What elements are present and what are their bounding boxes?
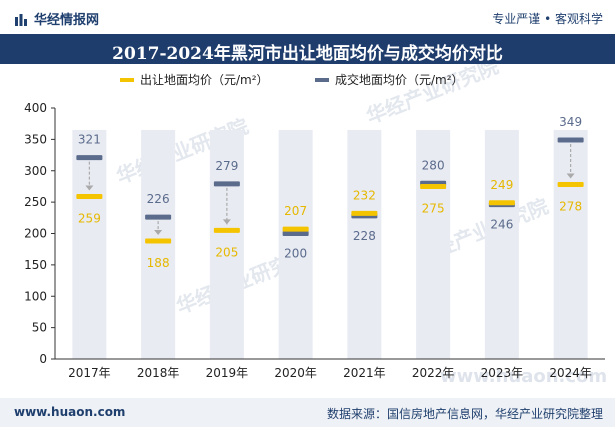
transfer-price-mark	[420, 183, 447, 189]
deal-value-label: 349	[559, 115, 582, 129]
category-band	[484, 129, 519, 359]
x-tick-label: 2024年	[549, 366, 592, 380]
deal-price-mark	[213, 181, 240, 187]
data-source: 数据来源：国信房地产信息网，华经产业研究院整理	[326, 407, 603, 421]
chart: 华经产业研究院华经产业研究院华经产业研究院华经产业研究院www.huaon.co…	[24, 64, 607, 387]
axes: 0 50 100 150 200 250 300 350 400 2017年 2018年 2019年 2…	[24, 101, 605, 380]
transfer-price-mark	[76, 193, 103, 199]
change-arrow-head	[566, 173, 575, 179]
transfer-value-label: 278	[559, 200, 582, 214]
deal-value-label: 228	[353, 229, 376, 243]
deal-value-label: 246	[490, 218, 513, 232]
transfer-value-label: 207	[284, 204, 307, 218]
tagline: 专业严谨 • 客观科学	[492, 12, 603, 26]
deal-value-label: 279	[215, 159, 238, 173]
y-tick-label: 150	[24, 258, 47, 272]
title-bar: 2017-2024年黑河市出让地面均价与成交均价对比	[0, 34, 615, 64]
x-tick-label: 2017年	[68, 366, 111, 380]
transfer-price-mark	[351, 210, 378, 216]
x-tick-label: 2018年	[137, 366, 180, 380]
transfer-price-mark	[145, 238, 172, 244]
transfer-value-label: 232	[353, 188, 376, 202]
change-arrow-head	[85, 185, 94, 191]
x-tick-label: 2019年	[206, 366, 249, 380]
footer: www.huaon.com 数据来源：国信房地产信息网，华经产业研究院整理	[0, 398, 615, 427]
series-marks	[76, 137, 584, 244]
y-tick-label: 350	[24, 132, 47, 146]
category-bands	[72, 129, 588, 359]
x-tick-label: 2023年	[481, 366, 524, 380]
website-link[interactable]: www.huaon.com	[14, 405, 126, 419]
transfer-price-mark	[282, 226, 309, 232]
y-tick-label: 0	[39, 352, 47, 366]
transfer-value-label: 205	[215, 245, 238, 259]
deal-price-mark	[282, 231, 309, 236]
transfer-price-mark	[557, 182, 584, 188]
transfer-value-label: 275	[422, 201, 445, 215]
deal-value-label: 321	[78, 133, 101, 147]
legend-label-transfer: 出让地面均价（元/m²）	[140, 73, 269, 87]
chart-title: 2017-2024年黑河市出让地面均价与成交均价对比	[112, 44, 503, 64]
bar-chart-logo-icon	[15, 14, 27, 26]
top-bar: 华经情报网 专业严谨 • 客观科学	[0, 0, 615, 34]
y-tick-label: 50	[32, 321, 47, 335]
category-band	[141, 129, 176, 359]
brand-name: 华经情报网	[34, 13, 100, 28]
deal-value-label: 226	[147, 192, 170, 206]
watermark-url: www.huaon.com	[440, 366, 607, 387]
y-tick-label: 250	[24, 195, 47, 209]
category-band	[278, 129, 313, 359]
transfer-value-label: 188	[147, 256, 170, 270]
x-tick-label: 2021年	[343, 366, 386, 380]
change-arrow-head	[222, 219, 231, 225]
brand: 华经情报网	[14, 9, 99, 28]
x-tick-label: 2020年	[274, 366, 317, 380]
category-band	[553, 129, 588, 359]
data-labels: 321 259 226 188 279 205 200 207 228 232 280 275 246 2…	[78, 115, 582, 270]
transfer-value-label: 249	[490, 178, 513, 192]
category-band	[416, 129, 451, 359]
legend: 出让地面均价（元/m²） 成交地面均价（元/m²）	[120, 72, 464, 87]
legend-label-deal: 成交地面均价（元/m²）	[335, 72, 464, 87]
deal-value-label: 200	[284, 247, 307, 261]
legend-swatch-deal	[315, 78, 329, 82]
transfer-price-mark	[488, 200, 515, 206]
y-tick-label: 200	[24, 227, 47, 241]
change-arrow-head	[154, 230, 163, 236]
deal-price-mark	[145, 214, 172, 220]
y-tick-label: 300	[24, 164, 47, 178]
category-band	[209, 129, 244, 359]
transfer-value-label: 259	[78, 211, 101, 225]
deal-value-label: 280	[422, 158, 445, 172]
y-tick-label: 100	[24, 289, 47, 303]
y-tick-label: 400	[24, 101, 47, 115]
deal-price-mark	[557, 137, 584, 143]
category-band	[347, 129, 382, 359]
deal-price-mark	[76, 155, 103, 161]
transfer-price-mark	[213, 227, 240, 233]
legend-swatch-transfer	[120, 78, 134, 82]
x-tick-label: 2022年	[412, 366, 455, 380]
